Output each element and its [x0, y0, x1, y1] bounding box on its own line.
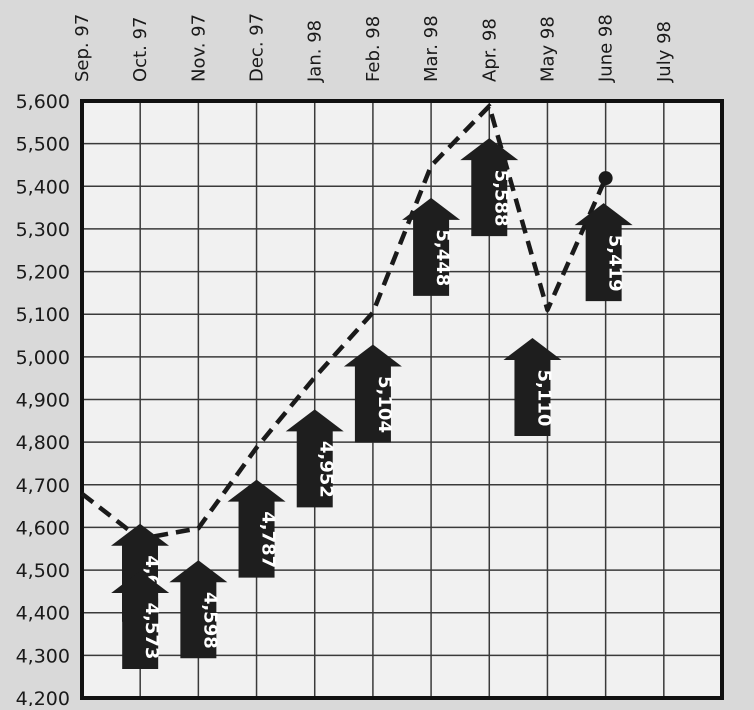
y-tick-label: 4,200: [16, 688, 70, 706]
x-tick-label: June 98: [596, 14, 617, 83]
x-tick-label: Oct. 97: [130, 17, 151, 82]
arrow-shape: [402, 197, 461, 296]
data-label: 4,787: [258, 511, 279, 568]
y-tick-label: 4,700: [16, 475, 70, 497]
data-label: 4,952: [316, 441, 337, 498]
x-tick-label: Feb. 98: [363, 16, 384, 82]
y-tick-label: 4,800: [16, 432, 70, 454]
value-arrow: 5,110: [503, 337, 562, 436]
data-label: 5,448: [432, 229, 453, 286]
data-label: 5,588: [490, 170, 511, 227]
y-tick-label: 4,300: [16, 645, 70, 667]
x-tick-label: July 98: [654, 21, 675, 83]
y-tick-label: 4,600: [16, 517, 70, 539]
y-tick-label: 5,000: [16, 347, 70, 369]
data-label: 5,110: [533, 369, 554, 426]
value-arrow: 5,588: [460, 138, 519, 237]
x-tick-label: Mar. 98: [421, 15, 442, 82]
x-tick-label: May 98: [537, 16, 558, 82]
arrow-shape: [169, 560, 228, 659]
y-tick-label: 5,100: [16, 304, 70, 326]
arrow-shape: [460, 138, 519, 237]
data-label: 4,598: [199, 592, 220, 649]
y-tick-label: 5,600: [16, 91, 70, 113]
data-point-marker: [598, 171, 613, 186]
y-axis: 5,600 5,500 5,400 5,300 5,200 5,100 5,000 4,900…: [16, 91, 70, 710]
arrow-shape: [574, 203, 633, 302]
arrow-shape: [227, 479, 286, 578]
arrow-shape: [343, 344, 402, 443]
plot-frame: [80, 99, 724, 700]
x-tick-label: Nov. 97: [188, 14, 209, 82]
y-tick-label: 4,500: [16, 560, 70, 582]
y-tick-label: 5,200: [16, 262, 70, 284]
value-arrow: 4,573: [111, 570, 170, 669]
arrow-shape: [285, 409, 344, 508]
data-label: 5,104: [374, 376, 395, 433]
value-arrow: 5,419: [574, 203, 633, 302]
x-tick-label: Dec. 97: [247, 13, 268, 82]
arrow-shape: [111, 570, 170, 669]
value-arrow: 4,787: [227, 479, 286, 578]
series-line: [80, 103, 608, 542]
x-tick-label: Sep. 97: [72, 14, 93, 82]
y-tick-label: 4,900: [16, 390, 70, 412]
arrow-shape: [503, 337, 562, 436]
y-tick-label: 5,300: [16, 219, 70, 241]
value-arrow: 5,104: [343, 344, 402, 443]
y-tick-label: 4,400: [16, 603, 70, 625]
data-label: 4,573: [141, 602, 162, 659]
value-arrow: 4,598: [169, 560, 228, 659]
x-axis: Sep. 97 Oct. 97 Nov. 97 Dec. 97 Jan. 98 Feb. …: [72, 13, 675, 83]
value-arrow: 4,952: [285, 409, 344, 508]
value-arrow: 5,448: [402, 197, 461, 296]
y-tick-label: 5,500: [16, 134, 70, 156]
x-tick-label: Jan. 98: [305, 20, 326, 83]
y-tick-label: 5,400: [16, 176, 70, 198]
data-label: 5,419: [605, 235, 626, 292]
x-tick-label: Apr. 98: [479, 18, 500, 82]
